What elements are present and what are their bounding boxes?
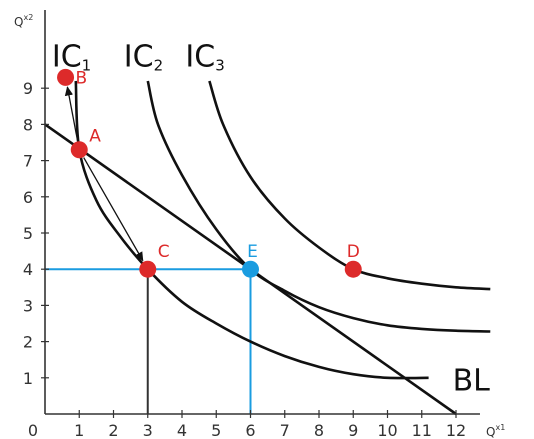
arrow-A-to-C — [83, 157, 144, 262]
point-label-A: A — [89, 127, 101, 147]
x-tick-label-12: 12 — [446, 421, 466, 439]
ic-label-3: IC3 — [185, 39, 224, 74]
curve-labels: IC1 IC2 IC3 BL — [52, 39, 490, 398]
x-tick-label-3: 3 — [143, 421, 153, 439]
x-tick-label-7: 7 — [280, 421, 290, 439]
ic-label-subscript: 2 — [154, 56, 164, 74]
y-tick-label-4: 4 — [23, 260, 33, 279]
x-tick-label-5: 5 — [211, 421, 221, 439]
point-B — [57, 68, 75, 86]
indifference-curve-2 — [146, 80, 491, 333]
axes — [41, 10, 480, 418]
y-tick-label-7: 7 — [23, 152, 33, 171]
x-axis-label: Qx1 — [486, 423, 505, 439]
point-C — [139, 260, 157, 278]
indifference-curve-1 — [74, 80, 429, 380]
ic-label-2: IC2 — [124, 39, 163, 74]
point-A — [70, 141, 88, 159]
ic-label-subscript: 1 — [82, 56, 92, 74]
x-tick-label-10: 10 — [377, 421, 397, 439]
y-tick-label-5: 5 — [23, 224, 33, 243]
y-tick-label-2: 2 — [23, 333, 33, 352]
x-tick-label-8: 8 — [314, 421, 324, 439]
x-tick-label-4: 4 — [177, 421, 187, 439]
point-E — [242, 260, 259, 278]
x-tick-label-2: 2 — [108, 421, 118, 439]
y-tick-label-9: 9 — [23, 79, 33, 98]
x-tick-label-0: 0 — [28, 421, 38, 439]
x-tick-label-11: 11 — [412, 421, 432, 439]
y-tick-label-3: 3 — [23, 296, 33, 315]
point-label-C: C — [158, 242, 170, 262]
point-D — [344, 260, 362, 278]
budget-line-label: BL — [453, 363, 491, 398]
ic-label-1: IC1 — [52, 39, 91, 74]
x-tick-label-1: 1 — [74, 421, 84, 439]
x-axis-label-superscript: x1 — [495, 423, 505, 432]
data-points: A B C D E — [57, 68, 362, 278]
x-tick-label-6: 6 — [245, 421, 255, 439]
ic-label-subscript: 3 — [215, 56, 225, 74]
point-label-E: E — [247, 242, 258, 262]
y-tick-label-8: 8 — [23, 115, 33, 134]
y-tick-label-1: 1 — [23, 369, 33, 388]
guide-lines — [45, 268, 252, 414]
indifference-curve-3 — [208, 80, 491, 291]
arrow-A-to-B — [64, 86, 79, 142]
movement-arrows — [64, 86, 144, 262]
y-tick-label-6: 6 — [23, 188, 33, 207]
y-axis-label-superscript: x2 — [23, 13, 33, 22]
point-label-B: B — [76, 68, 88, 88]
point-label-D: D — [347, 242, 360, 262]
x-tick-label-9: 9 — [348, 421, 358, 439]
y-axis-label: Qx2 — [14, 13, 33, 29]
curves — [44, 80, 491, 416]
